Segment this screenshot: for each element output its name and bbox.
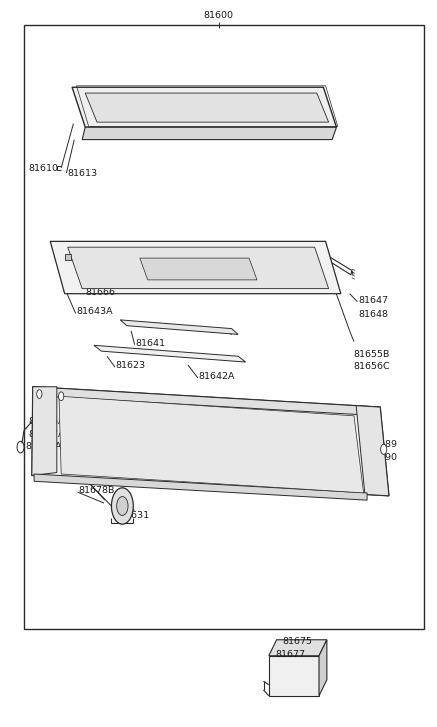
Circle shape: [117, 497, 128, 515]
Circle shape: [59, 392, 64, 401]
Polygon shape: [50, 241, 341, 294]
Polygon shape: [65, 254, 71, 260]
Text: 81655B: 81655B: [353, 350, 389, 359]
Text: 81678B: 81678B: [79, 486, 115, 495]
Circle shape: [37, 390, 42, 398]
Polygon shape: [32, 387, 389, 496]
Circle shape: [381, 444, 387, 454]
Polygon shape: [32, 387, 57, 475]
Text: 81631: 81631: [120, 511, 149, 520]
Polygon shape: [356, 406, 389, 496]
Text: 81623: 81623: [116, 361, 146, 370]
Text: 81690: 81690: [367, 453, 397, 462]
Text: 81621B: 81621B: [262, 254, 298, 262]
Polygon shape: [34, 474, 367, 500]
Text: 81610: 81610: [28, 164, 59, 173]
Text: 81677: 81677: [275, 650, 305, 659]
Polygon shape: [120, 320, 238, 334]
Text: 81689: 81689: [367, 441, 397, 449]
Text: 81620A: 81620A: [25, 442, 62, 451]
Text: 81675: 81675: [282, 637, 312, 646]
Text: 81656C: 81656C: [353, 362, 390, 371]
Text: 81600: 81600: [204, 12, 233, 20]
Bar: [24, 25, 424, 629]
Polygon shape: [269, 640, 327, 656]
Text: 81697A: 81697A: [28, 430, 65, 438]
Polygon shape: [85, 93, 329, 122]
Polygon shape: [33, 387, 380, 416]
Polygon shape: [269, 656, 319, 696]
Text: 81696A: 81696A: [28, 417, 65, 426]
Polygon shape: [68, 247, 329, 289]
Circle shape: [111, 488, 133, 524]
Polygon shape: [59, 396, 364, 493]
Text: 81643A: 81643A: [76, 308, 113, 316]
Polygon shape: [140, 258, 257, 280]
Polygon shape: [82, 127, 336, 140]
Polygon shape: [94, 345, 246, 362]
Text: 81642A: 81642A: [199, 372, 236, 381]
Text: 81647: 81647: [358, 296, 388, 305]
Polygon shape: [72, 87, 336, 127]
Text: 81666: 81666: [85, 288, 115, 297]
Text: 81613: 81613: [68, 169, 98, 177]
Polygon shape: [319, 640, 327, 696]
Text: 81641: 81641: [135, 339, 166, 348]
Text: 81648: 81648: [358, 310, 388, 318]
